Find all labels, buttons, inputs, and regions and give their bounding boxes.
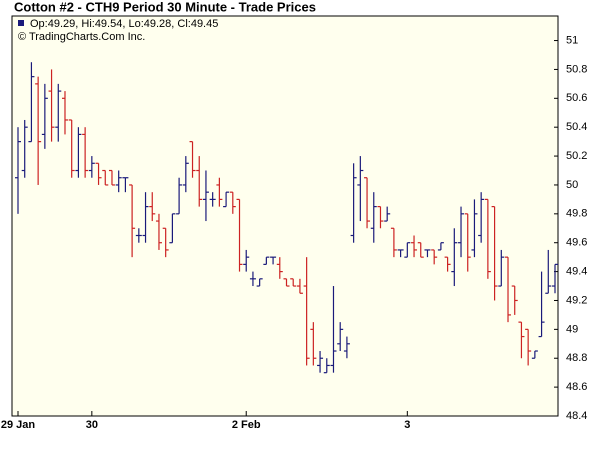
y-tick-label: 48.6 [566,381,587,393]
y-tick-label: 50.6 [566,92,587,104]
y-tick-label: 49.6 [566,237,587,249]
y-tick-label: 49.8 [566,208,587,220]
y-tick-label: 49 [566,323,578,335]
legend-text: Op:49.29, Hi:49.54, Lo:49.28, Cl:49.45 [30,18,218,30]
plot-area [11,15,559,417]
y-tick-label: 49.2 [566,294,587,306]
chart-title: Cotton #2 - CTH9 Period 30 Minute - Trad… [14,0,316,14]
x-tick-label: 3 [404,419,410,431]
legend-swatch [18,20,24,26]
y-tick-label: 50.2 [566,150,587,162]
x-tick-label: 30 [86,419,98,431]
y-tick-label: 50.4 [566,121,587,133]
y-tick-label: 51 [566,34,578,46]
x-tick-label: 29 Jan [1,419,36,431]
copyright: © TradingCharts.Com Inc. [18,31,145,43]
y-tick-label: 49.4 [566,266,587,278]
y-tick-label: 48.8 [566,352,587,364]
y-tick-label: 50.8 [566,63,587,75]
y-tick-label: 48.4 [566,410,587,422]
y-tick-label: 50 [566,179,578,191]
x-tick-label: 2 Feb [232,419,261,431]
